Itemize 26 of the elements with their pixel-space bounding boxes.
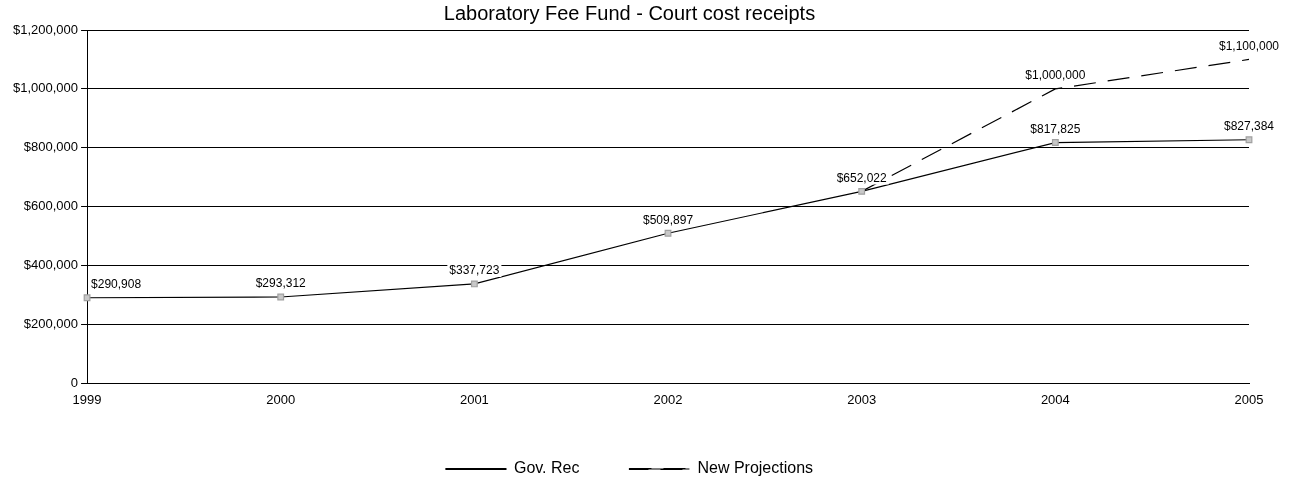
data-label: $827,384 — [1223, 119, 1275, 134]
legend-label: Gov. Rec — [513, 459, 580, 477]
chart-title: Laboratory Fee Fund - Court cost receipts — [443, 1, 816, 24]
y-tick-label: $1,000,000 — [12, 80, 79, 96]
y-tick-label: $600,000 — [23, 198, 79, 214]
y-tick-label: $1,200,000 — [12, 21, 79, 37]
data-label: $817,825 — [1030, 121, 1081, 136]
y-tick-label: $200,000 — [23, 316, 79, 332]
data-label: $290,908 — [91, 277, 142, 292]
x-tick-label: 2002 — [653, 391, 683, 407]
legend-label: New Projections — [697, 459, 814, 477]
x-tick-label: 2003 — [847, 391, 877, 407]
x-tick-label: 1999 — [72, 391, 102, 407]
data-label: $337,723 — [449, 263, 500, 278]
data-label: $1,100,000 — [1218, 38, 1280, 53]
data-label: $652,022 — [836, 170, 888, 185]
x-tick-label: 2000 — [266, 391, 296, 407]
y-tick-label: $800,000 — [23, 139, 79, 155]
y-tick-label: 0 — [70, 374, 79, 390]
x-tick-label: 2005 — [1234, 391, 1264, 407]
data-label: $509,897 — [643, 212, 694, 227]
x-tick-label: 2004 — [1040, 391, 1070, 407]
y-tick-label: $400,000 — [23, 257, 79, 273]
x-tick-label: 2001 — [459, 391, 489, 407]
data-label: $1,000,000 — [1025, 68, 1086, 83]
data-label: $293,312 — [255, 276, 307, 291]
